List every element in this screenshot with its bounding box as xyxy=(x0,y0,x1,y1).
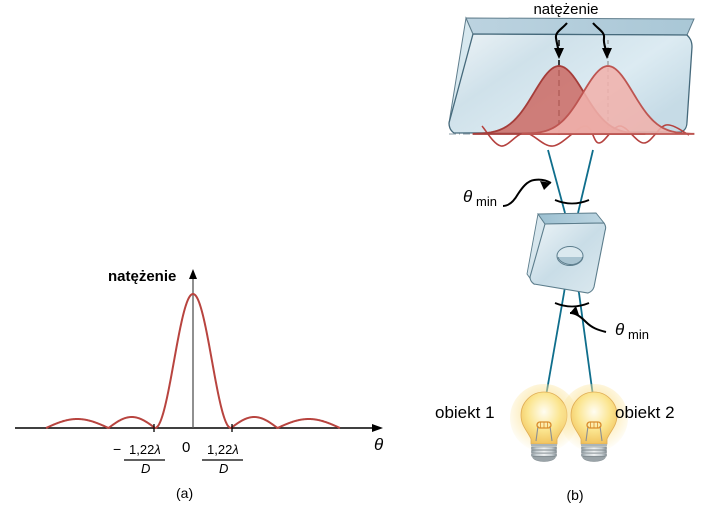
svg-text:θ: θ xyxy=(615,320,625,339)
svg-text:D: D xyxy=(219,461,228,476)
svg-text:0: 0 xyxy=(182,439,190,456)
svg-text:obiekt 1: obiekt 1 xyxy=(435,403,495,422)
svg-text:−: − xyxy=(113,441,121,457)
svg-text:min: min xyxy=(476,194,497,209)
svg-text:natężenie: natężenie xyxy=(108,268,176,285)
svg-text:D: D xyxy=(141,461,150,476)
svg-text:1,22λ: 1,22λ xyxy=(207,442,239,457)
svg-text:(b): (b) xyxy=(566,487,583,503)
svg-text:θ: θ xyxy=(463,187,473,206)
svg-text:obiekt 2: obiekt 2 xyxy=(615,403,675,422)
svg-text:(a): (a) xyxy=(176,485,193,501)
svg-text:min: min xyxy=(628,327,649,342)
svg-text:1,22λ: 1,22λ xyxy=(129,442,161,457)
svg-text:natężenie: natężenie xyxy=(533,1,598,18)
